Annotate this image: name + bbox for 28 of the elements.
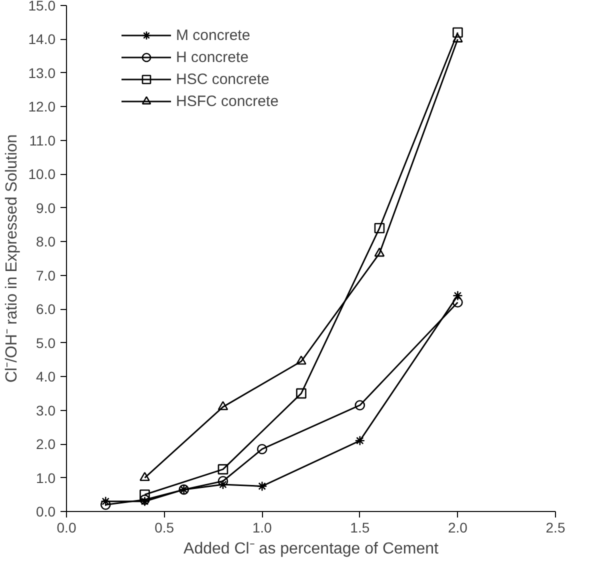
x-axis-title: Added Cl⁻ as percentage of Cement — [184, 540, 440, 558]
y-tick-label: 2.0 — [36, 436, 56, 452]
legend-label: HSC concrete — [176, 70, 270, 88]
y-tick-label: 3.0 — [36, 402, 56, 418]
legend-label: M concrete — [176, 26, 250, 44]
y-axis-title: Cl⁻/OH⁻ ratio in Expressed Solution — [3, 134, 20, 383]
y-tick-label: 10.0 — [28, 166, 56, 182]
y-tick-label: 5.0 — [36, 334, 56, 351]
y-tick-label: 15.0 — [28, 0, 56, 14]
x-tick-label: 2.5 — [546, 520, 566, 536]
y-tick-label: 8.0 — [36, 234, 56, 250]
y-tick-label: 0.0 — [36, 504, 56, 520]
x-tick-label: 1.5 — [350, 520, 370, 536]
legend-label: H concrete — [176, 48, 249, 66]
x-tick-label: 0.0 — [56, 520, 76, 536]
x-tick-label: 2.0 — [448, 520, 468, 536]
y-tick-label: 11.0 — [29, 132, 56, 148]
y-tick-label: 14.0 — [28, 31, 56, 48]
y-tick-label: 1.0 — [36, 470, 56, 486]
y-tick-label: 13.0 — [28, 64, 56, 81]
y-tick-label: 7.0 — [36, 267, 56, 284]
y-tick-label: 6.0 — [36, 301, 56, 318]
y-tick-label: 12.0 — [28, 98, 56, 115]
y-tick-label: 9.0 — [36, 200, 56, 216]
legend-label: HSFC concrete — [176, 92, 279, 110]
y-tick-label: 4.0 — [36, 368, 56, 385]
x-tick-label: 0.5 — [154, 520, 174, 536]
x-tick-label: 1.0 — [252, 520, 272, 536]
